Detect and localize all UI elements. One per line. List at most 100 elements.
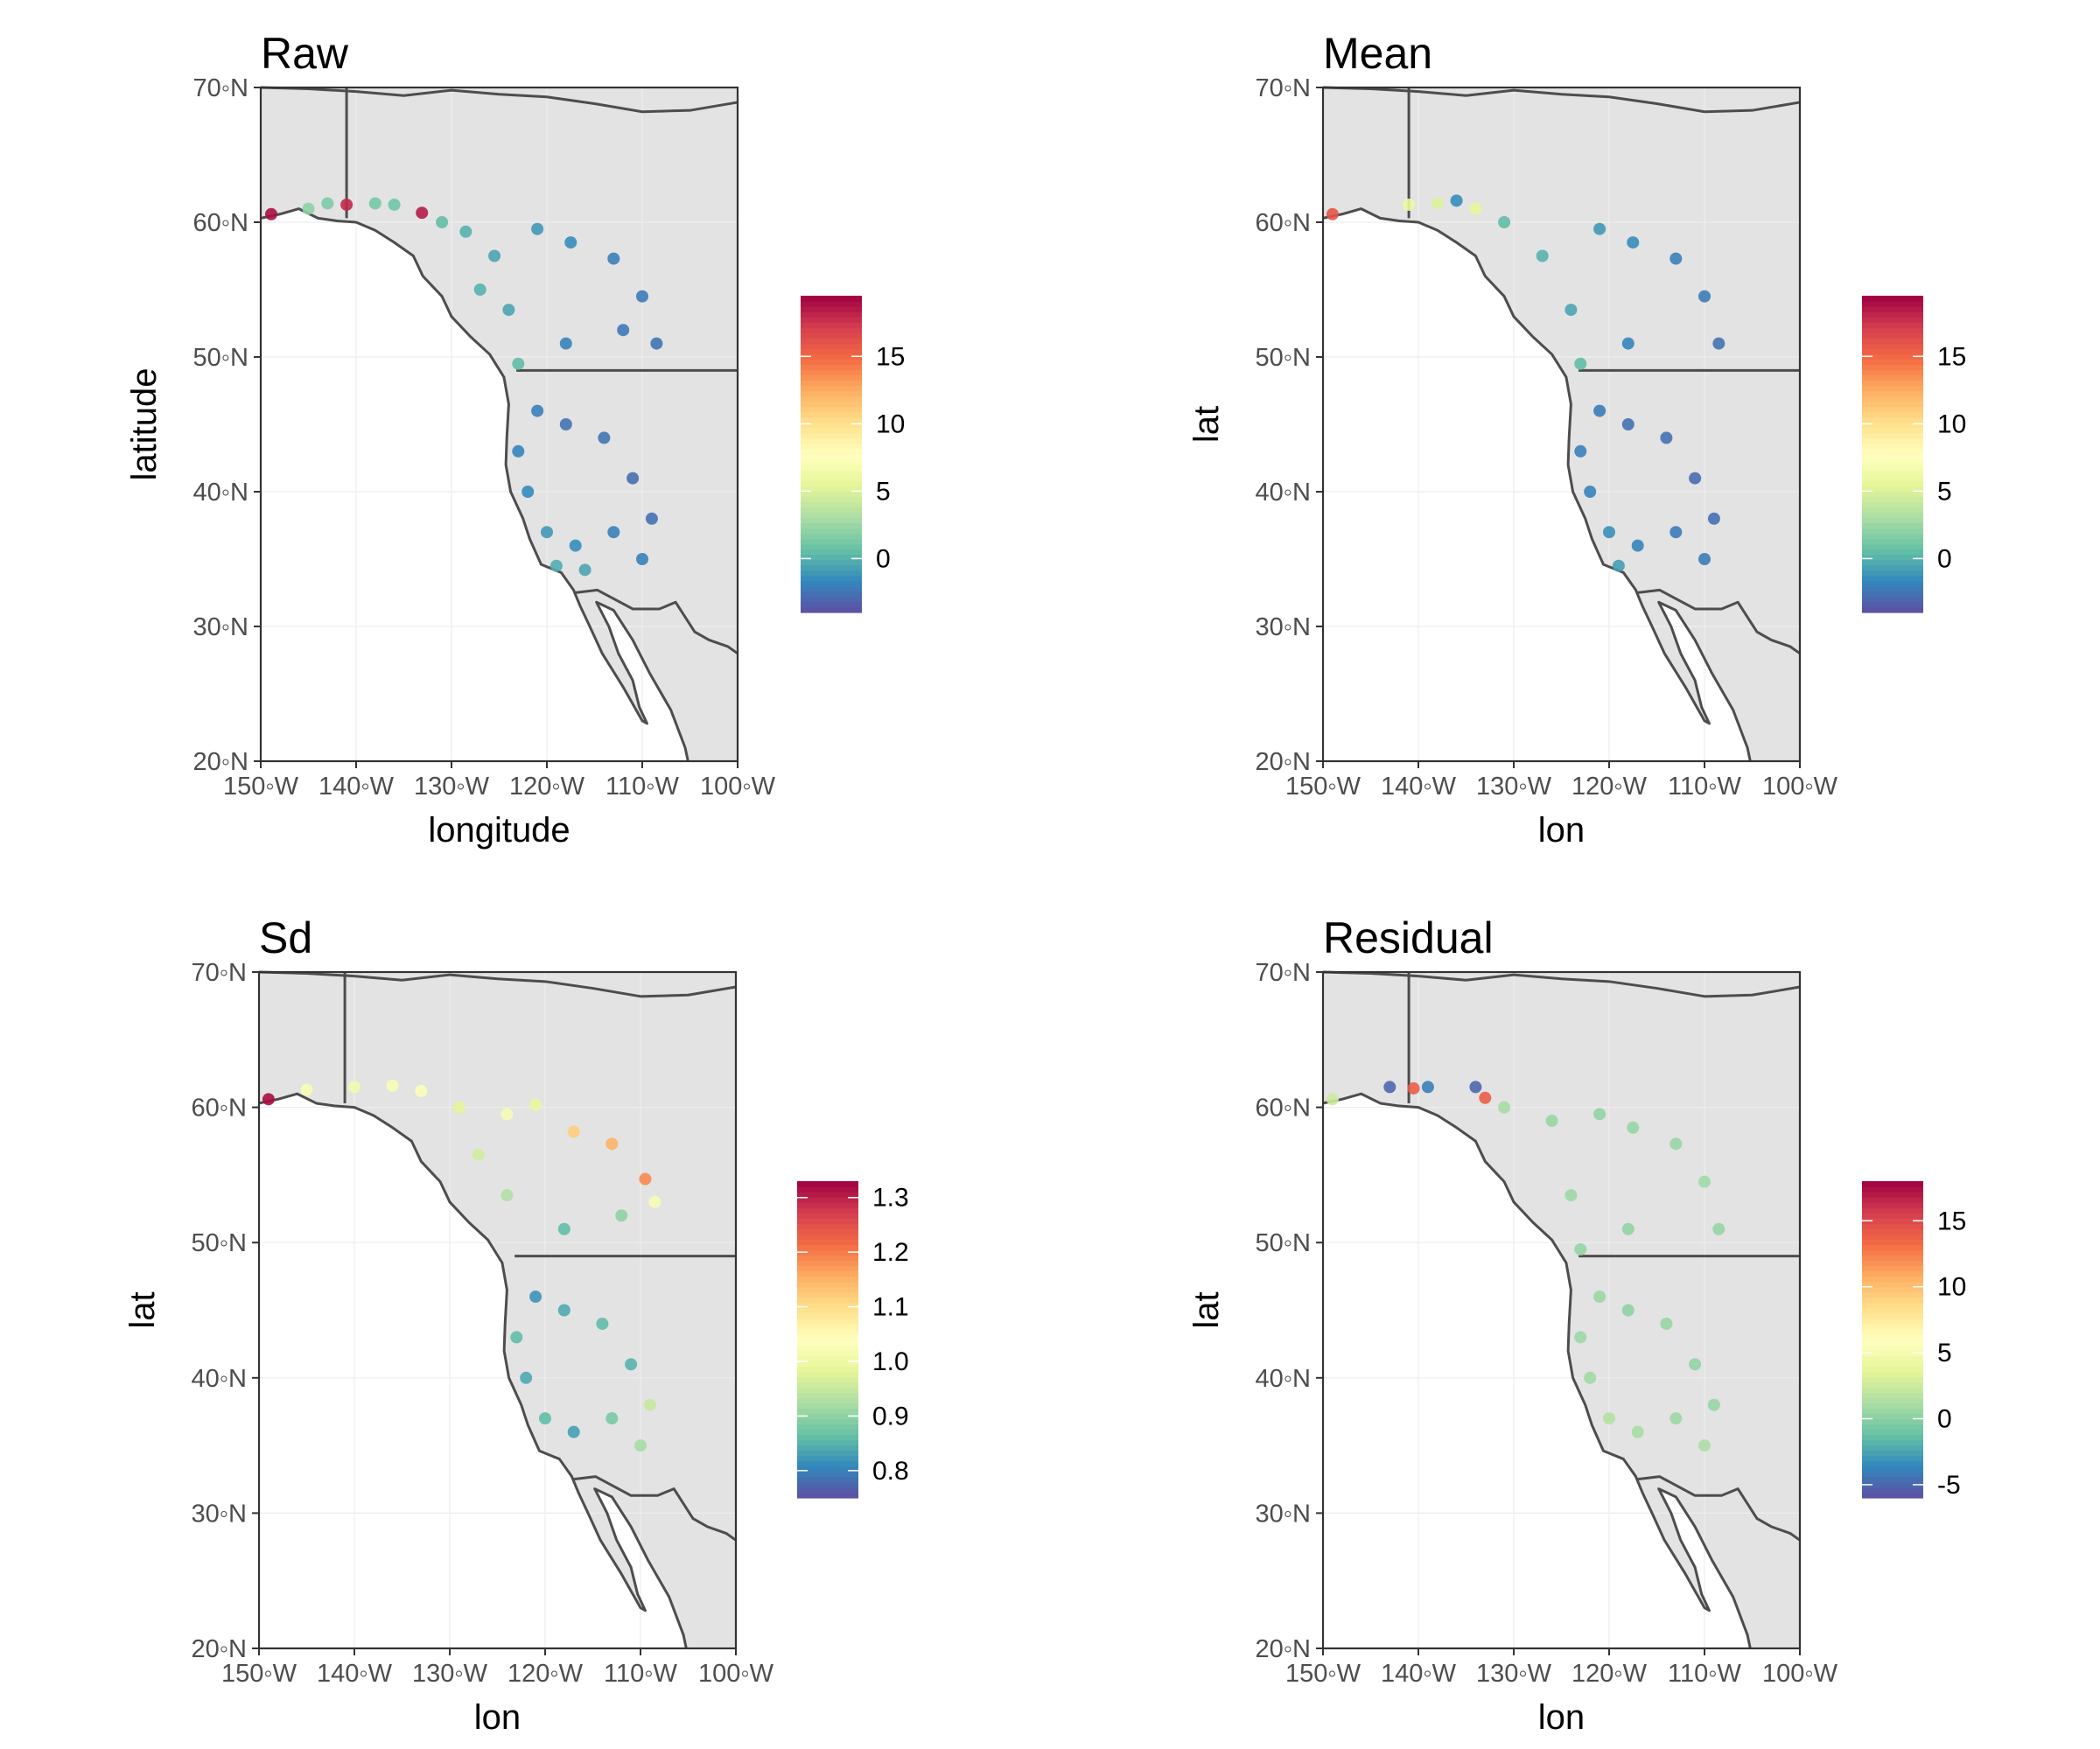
legend-label: 15 [1937,342,1966,371]
data-point [567,1125,580,1138]
legend-gradient-step [1862,1302,1923,1309]
legend-gradient-step [801,448,862,455]
legend-gradient-step [801,585,862,592]
legend-gradient-step [1862,1366,1923,1372]
data-point [596,1317,609,1330]
x-tick-label: 140◦W [1381,773,1457,801]
x-tick-label: 120◦W [509,773,585,801]
legend-gradient-step [1862,390,1923,397]
legend-gradient-step [797,1207,858,1214]
legend-gradient-step [1862,317,1923,323]
x-axis-title: lon [474,1698,521,1737]
data-point [1574,1331,1587,1344]
x-tick-label: 110◦W [1668,773,1742,801]
y-axis-title: lat [123,1291,162,1328]
legend-gradient-step [1862,1376,1923,1382]
data-point [531,222,544,235]
legend-gradient-step [1862,411,1923,418]
legend-gradient-step [801,374,862,381]
legend-label: 1.3 [872,1184,909,1213]
x-tick-label: 140◦W [1381,1660,1457,1688]
plot-frame [257,970,738,1650]
legend-gradient-step [797,1239,858,1245]
legend-gradient-step [1862,496,1923,502]
legend-gradient-step [1862,1192,1923,1198]
legend-gradient-step [1862,1270,1923,1277]
data-point [1574,444,1587,458]
data-point [472,1148,485,1161]
data-point [522,486,535,498]
legend-gradient-step [797,1466,858,1473]
data-point [436,216,449,228]
color-legend: 15 10 5 0 [1862,296,1966,613]
legend-gradient-step [1862,1471,1923,1478]
y-tick-label: 30◦N [1256,613,1311,641]
legend-gradient-step [1862,486,1923,492]
legend-gradient-step [797,1340,858,1346]
chart-title: Residual [1323,913,1494,962]
color-legend: 15 10 5 0 [801,296,905,613]
legend-gradient-step [797,1302,858,1309]
data-point [1469,1081,1482,1094]
data-point [578,563,592,577]
legend-gradient-step [1862,427,1923,434]
data-point [1593,1291,1606,1304]
data-point [502,304,515,317]
legend-gradient-step [797,1323,858,1330]
legend-label: 15 [1937,1207,1966,1235]
legend-gradient-step [797,1350,858,1356]
legend-gradient-step [1862,338,1923,344]
legend-gradient-step [1862,1361,1923,1367]
data-point [1479,1091,1492,1104]
data-point [1564,1189,1578,1202]
y-tick-label: 60◦N [1256,209,1311,237]
data-point [452,1101,466,1114]
data-point [1574,1242,1587,1256]
legend-gradient-step [1862,1403,1923,1410]
legend-gradient-step [797,1181,858,1187]
legend-gradient-step [1862,1218,1923,1224]
legend-gradient-step [1862,369,1923,376]
legend-gradient-step [1862,1249,1923,1256]
data-point [1593,222,1606,235]
legend-gradient-step [1862,1297,1923,1304]
legend-gradient-step [1862,1408,1923,1415]
legend-gradient-step [801,496,862,502]
x-tick-label: 120◦W [508,1660,584,1688]
legend-gradient-step [797,1361,858,1367]
legend-gradient-step [797,1312,858,1319]
legend-label: 0.9 [872,1402,909,1431]
legend-gradient-step [1862,1418,1923,1425]
legend-gradient-step [1862,1307,1923,1314]
legend-gradient-step [797,1265,858,1272]
legend-gradient-step [1862,359,1923,366]
legend-gradient-step [1862,1413,1923,1420]
legend-gradient-step [797,1223,858,1229]
data-point [348,1081,360,1094]
data-point [1612,559,1625,572]
chart-panel-residual: 150◦W 140◦W 130◦W 120◦W 110◦W 100◦W 20◦N 30◦N 40… [1187,913,1966,1737]
x-tick-label: 120◦W [1572,773,1648,801]
data-point [1403,198,1416,211]
legend-gradient-step [797,1218,858,1224]
x-tick-label: 100◦W [700,773,776,801]
legend-gradient-step [801,564,862,571]
legend-gradient-step [797,1228,858,1235]
legend-gradient-step [1862,1466,1923,1473]
legend-gradient-step [797,1382,858,1388]
legend-gradient-step [1862,311,1923,318]
x-tick-label: 140◦W [318,773,395,801]
legend-gradient-step [1862,1286,1923,1293]
legend-gradient-step [1862,459,1923,465]
legend-gradient-step [797,1202,858,1208]
legend-gradient-step [797,1455,858,1462]
legend-gradient-step [801,575,862,582]
data-point [1627,236,1640,249]
legend-gradient-step [1862,470,1923,476]
legend-gradient-step [1862,1397,1923,1403]
legend-gradient-step [1862,606,1923,613]
legend-gradient-step [1862,1434,1923,1441]
legend-gradient-step [1862,491,1923,497]
legend-gradient-step [1862,1340,1923,1346]
